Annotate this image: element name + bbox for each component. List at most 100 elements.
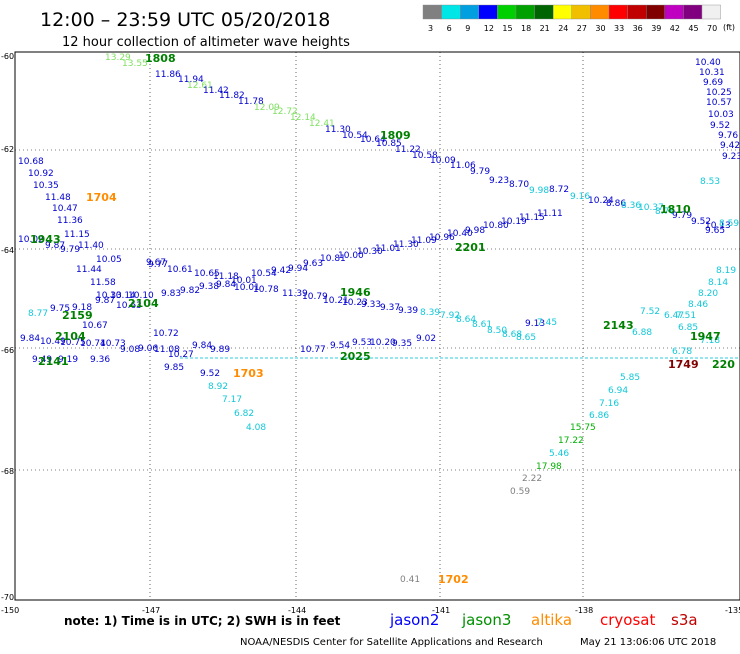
wave-height-value: 10.77 (300, 345, 326, 355)
wave-height-value: 10.54 (342, 131, 368, 141)
wave-height-value: 11.86 (155, 70, 181, 80)
wave-height-value: 6.47 (664, 311, 684, 321)
wave-height-value: 11.36 (57, 216, 83, 226)
pass-time-label: 1749 (668, 358, 699, 371)
wave-height-value: 10.21 (323, 296, 349, 306)
wave-height-value: 8.36 (621, 201, 641, 211)
wave-height-value: 11.15 (64, 230, 90, 240)
wave-height-value: 9.98 (465, 226, 485, 236)
wave-height-value: 9.87 (95, 296, 115, 306)
wave-height-value: 8.59 (719, 219, 739, 229)
wave-height-value: 9.08 (120, 345, 140, 355)
legend-swatch (497, 4, 517, 20)
wave-height-value: 13.55 (122, 59, 148, 69)
wave-height-value: 8.76 (655, 207, 675, 217)
longitude-label: -150 (1, 606, 19, 615)
wave-height-value: 7.18 (700, 336, 720, 346)
pass-time-label: 1947 (690, 330, 721, 343)
wave-height-value: 11.39 (282, 289, 308, 299)
wave-height-value: 8.50 (487, 326, 507, 336)
pass-time-label: 1808 (145, 52, 176, 65)
footer-org: NOAA/NESDIS Center for Satellite Applica… (240, 637, 543, 648)
wave-height-value: 10.67 (82, 321, 108, 331)
wave-height-value: 12.72 (272, 107, 298, 117)
wave-height-value: 11.30 (325, 125, 351, 135)
wave-height-value: 8.68 (502, 330, 522, 340)
wave-height-value: 2.22 (522, 474, 542, 484)
satellite-name: jason2 (389, 611, 439, 629)
pass-time-label: 1943 (30, 233, 61, 246)
legend-swatch (646, 4, 666, 20)
pass-time-label: 220 (712, 358, 735, 371)
wave-height-value: 10.01 (234, 283, 260, 293)
wave-height-value: 9.84 (192, 341, 212, 351)
legend-bin-label: 21 (540, 24, 550, 33)
legend-bin-label: 12 (484, 24, 494, 33)
legend-swatch (553, 4, 573, 20)
wave-height-value: 10.33 (96, 291, 122, 301)
wave-height-value: 9.63 (303, 259, 323, 269)
pass-time-label: 1703 (233, 367, 264, 380)
wave-height-value: 11.18 (213, 272, 239, 282)
wave-height-value: 11.42 (203, 86, 229, 96)
pass-time-label: 1704 (86, 191, 117, 204)
legend-swatch (608, 4, 628, 20)
wave-height-value: 9.69 (703, 78, 723, 88)
longitude-label: -147 (142, 606, 160, 615)
wave-height-value: 10.63 (116, 301, 142, 311)
color-legend: (ft) 3 6 9 12 15 18 21 24 27 30 33 36 39 42 45 70 (422, 4, 735, 33)
wave-height-value: 8.65 (516, 333, 536, 343)
wave-height-value: 6.78 (672, 347, 692, 357)
legend-bin-label: 39 (651, 24, 661, 33)
pass-time-label: 2159 (62, 309, 93, 322)
wave-height-value: 10.58 (412, 151, 438, 161)
legend-bin-label: 15 (502, 24, 512, 33)
pass-time-label: 2104 (128, 297, 159, 310)
legend-swatch (683, 4, 703, 20)
legend-bin-label: 6 (447, 24, 452, 33)
wave-height-value: 12.61 (187, 81, 213, 91)
wave-height-value: 9.42 (271, 266, 291, 276)
legend-bin-label: 24 (558, 24, 568, 33)
map-frame (14, 51, 740, 601)
legend-swatch (534, 4, 554, 20)
wave-height-value: 11.15 (519, 213, 545, 223)
legend-swatch (701, 4, 721, 20)
wave-height-value: 10.61 (167, 265, 193, 275)
wave-height-value: 9.06 (138, 344, 158, 354)
wave-height-value: 9.19 (58, 355, 78, 365)
wave-height-value: 10.80 (483, 221, 509, 231)
wave-height-value: 9.65 (705, 226, 725, 236)
latitude-label: -64 (1, 246, 14, 255)
map-subtitle: 12 hour collection of altimeter wave hei… (62, 35, 350, 50)
wave-height-value: 10.25 (706, 88, 732, 98)
wave-height-value: 9.79 (60, 245, 80, 255)
pass-time-label: 1809 (380, 129, 411, 142)
wave-height-value: 9.13 (525, 319, 545, 329)
legend-swatch (478, 4, 498, 20)
wave-height-value: 10.20 (370, 338, 396, 348)
wave-height-value: 9.79 (470, 167, 490, 177)
longitude-label: -141 (432, 606, 450, 615)
pass-time-label: 1702 (438, 573, 469, 586)
wave-height-value: 11.06 (450, 161, 476, 171)
satellite-legend: jason2 jason3 altika cryosat s3a (389, 611, 698, 629)
wave-height-value: 10.14 (110, 291, 136, 301)
wave-height-value: 10.35 (33, 181, 59, 191)
wave-height-value: 10.00 (338, 251, 364, 261)
wave-height-value: 10.13 (705, 221, 731, 231)
graticule (15, 52, 740, 600)
legend-bin-label: 45 (688, 24, 698, 33)
legend-bin-label: 9 (465, 24, 470, 33)
wave-height-value: 9.76 (718, 131, 738, 141)
pass-time-label: 2104 (55, 330, 86, 343)
legend-swatch (664, 4, 684, 20)
wave-height-value: 9.89 (210, 345, 230, 355)
wave-height-value: 7.16 (599, 399, 619, 409)
wave-height-value: 6.86 (589, 411, 609, 421)
legend-unit: (ft) (723, 23, 735, 32)
wave-height-value: 10.85 (376, 139, 402, 149)
wave-height-value: 10.27 (168, 350, 194, 360)
